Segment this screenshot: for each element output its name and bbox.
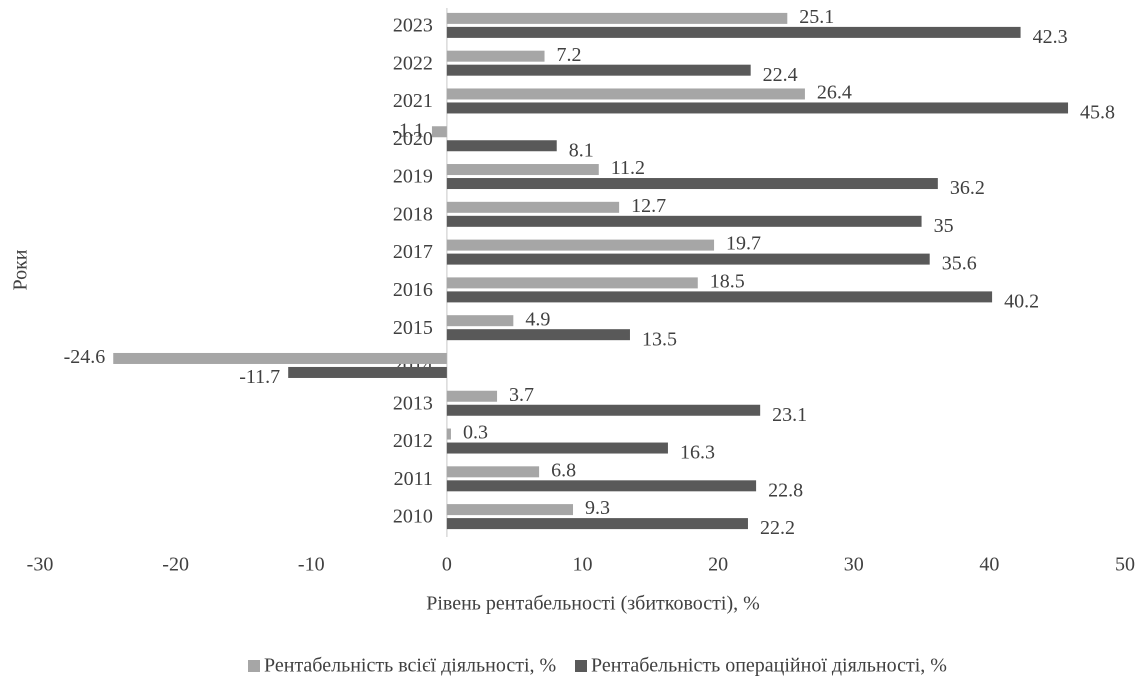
y-tick-label: 2022 [393,52,433,74]
data-label: 22.4 [763,64,798,86]
data-label: 13.5 [642,328,677,350]
bar [113,352,447,364]
bar [446,480,757,492]
data-label: 36.2 [950,177,985,199]
bar [446,140,557,152]
bar [288,366,447,378]
data-label: 9.3 [585,497,610,519]
data-label: 11.2 [611,157,645,179]
bar [446,390,498,402]
data-label: 4.9 [525,308,550,330]
bar [446,277,698,289]
bar [431,126,447,138]
bar [446,428,451,440]
bar [446,88,805,100]
y-tick-label: 2021 [393,90,433,112]
x-tick-label: 40 [979,554,999,576]
data-label: 22.2 [760,517,795,539]
legend-swatch [575,660,587,672]
bar [446,504,574,516]
data-label: 7.2 [557,44,582,66]
data-label: 35 [934,215,954,237]
bar [446,102,1069,114]
data-label: 18.5 [710,270,745,292]
data-label: 8.1 [569,139,594,161]
x-tick-label: 50 [1115,554,1135,576]
x-tick-label: 20 [708,554,728,576]
bar [446,26,1021,38]
bar [446,253,930,265]
data-label: 23.1 [772,404,807,426]
data-label: 6.8 [551,459,576,481]
x-tick-label: -20 [162,554,189,576]
y-tick-label: 2023 [393,14,433,36]
bar [446,466,540,478]
data-label: 0.3 [463,422,488,444]
bar [446,178,938,190]
bar [446,291,993,303]
x-tick-label: -10 [298,554,325,576]
y-tick-label: 2015 [393,317,433,339]
y-tick-label: 2010 [393,506,433,528]
data-label: 42.3 [1033,26,1068,48]
y-tick-label: 2016 [393,279,433,301]
data-label: 19.7 [726,233,761,255]
bar [446,518,748,530]
data-label: 26.4 [817,82,852,104]
bar [446,164,599,176]
data-label: -11.7 [239,366,280,388]
data-label: 25.1 [799,6,834,28]
bar [446,215,922,227]
y-tick-label: 2018 [393,203,433,225]
data-label: -24.6 [64,346,106,368]
y-tick-label: 2019 [393,166,433,188]
x-tick-label: 0 [442,554,452,576]
x-axis-title: Рівень рентабельності (збитковості), % [426,593,760,615]
y-tick-label: 2017 [393,241,433,263]
bar [446,201,620,213]
bar [446,315,514,327]
bar [446,64,751,76]
data-label: 22.8 [768,479,803,501]
x-tick-label: -30 [27,554,54,576]
legend-label: Рентабельність всієї діяльності, % [264,655,556,677]
x-tick-label: 30 [844,554,864,576]
x-tick-label: 10 [573,554,593,576]
y-axis-title: Роки [10,249,32,290]
y-tick-label: 2013 [393,392,433,414]
bar [446,50,545,62]
data-label: 12.7 [631,195,666,217]
legend-swatch [248,660,260,672]
bar [446,239,715,251]
bar [446,12,788,24]
bar [446,442,668,454]
data-label: 3.7 [509,384,534,406]
y-tick-label: 2012 [393,430,433,452]
y-tick-label: 2011 [394,468,433,490]
data-label: 40.2 [1004,290,1039,312]
legend-label: Рентабельність операційної діяльності, % [591,655,947,677]
bar [446,329,630,341]
data-label: 16.3 [680,442,715,464]
data-label: 45.8 [1080,102,1115,124]
data-label: -1.1 [392,119,424,141]
y-tick-label: 2020 [393,128,433,150]
data-label: 35.6 [942,253,977,275]
bar [446,404,761,416]
